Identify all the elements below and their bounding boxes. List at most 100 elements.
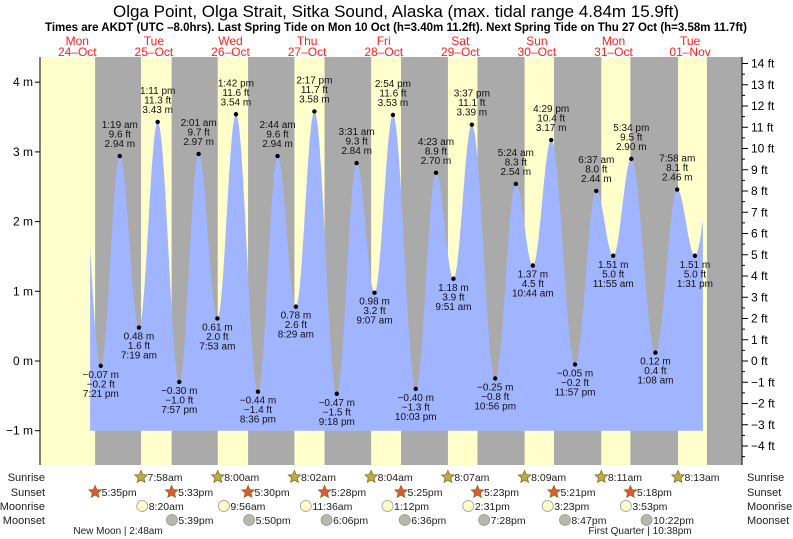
- extreme-point: [513, 181, 519, 187]
- right-tick-label: 2 ft: [751, 312, 768, 326]
- moonrise-icon: [462, 500, 475, 512]
- sunrise-time: 7:58am: [148, 472, 183, 484]
- high-tide-label: 3.39 m: [457, 108, 488, 119]
- sunset-time: 5:18pm: [637, 487, 672, 499]
- sunrise-time: 8:02am: [301, 472, 336, 484]
- high-tide-label: 3.53 m: [378, 98, 409, 109]
- sunset-icon: [240, 484, 256, 499]
- moonset-icon: [398, 514, 411, 526]
- right-tick-label: −4 ft: [751, 439, 775, 453]
- high-tide-label: 2:01 am: [181, 118, 217, 129]
- sunrise-icon: [440, 469, 456, 484]
- moonset-icon: [243, 514, 256, 526]
- sunrise-icon: [517, 469, 532, 484]
- moonrise-icon: [136, 500, 149, 512]
- extreme-labels: −0.07 m−0.2 ft7:21 pm1:19 am9.6 ft2.94 m…: [83, 75, 713, 427]
- high-tide-label: 2:54 pm: [375, 79, 411, 90]
- moonrise-time: 2:31pm: [475, 501, 510, 513]
- high-tide-label: 2.84 m: [341, 146, 372, 157]
- high-tide-label: 9.6 ft: [266, 130, 288, 141]
- sunset-icon: [470, 484, 485, 499]
- moonrise-time: 3:23pm: [554, 501, 589, 513]
- low-tide-label: 10:56 pm: [474, 401, 516, 412]
- extreme-point: [293, 304, 299, 309]
- right-tick-label: 10 ft: [751, 142, 775, 156]
- high-tide-label: 4:29 pm: [533, 104, 569, 115]
- moonrise-icon: [619, 500, 632, 512]
- moonset-time: 5:50pm: [256, 515, 291, 527]
- high-tide-label: 11.7 ft: [301, 85, 328, 96]
- moonset-row-label-right: Moonset: [747, 515, 789, 527]
- high-tide-label: 11.3 ft: [144, 95, 171, 106]
- high-tide-label: 9.3 ft: [345, 137, 367, 148]
- high-tide-label: 2.54 m: [501, 167, 532, 178]
- high-tide-label: 1:19 am: [102, 120, 138, 131]
- low-tide-label: 1.6 ft: [128, 341, 150, 352]
- low-tide-label: −0.40 m: [398, 393, 434, 404]
- low-tide-label: 0.98 m: [359, 297, 390, 308]
- low-tide-label: −0.8 ft: [481, 392, 509, 403]
- sunset-icon: [393, 484, 409, 499]
- sunset-icon: [87, 484, 103, 499]
- low-tide-label: −0.30 m: [161, 386, 197, 397]
- extreme-point: [611, 253, 616, 258]
- extreme-point: [451, 276, 456, 281]
- extreme-point: [215, 316, 220, 321]
- first-quarter-label: First Quarter | 10:38pm: [588, 526, 691, 537]
- high-tide-label: 2:17 pm: [296, 75, 332, 86]
- sunset-time: 5:33pm: [178, 487, 213, 499]
- sunset-icon: [317, 484, 332, 499]
- sunrise-icon: [133, 469, 149, 484]
- right-tick-label: 14 ft: [751, 57, 775, 71]
- low-tide-label: −0.2 ft: [87, 379, 115, 390]
- low-tide-label: 2.0 ft: [206, 332, 228, 343]
- moonset-icon: [559, 514, 571, 526]
- moonset-icon: [320, 514, 333, 526]
- low-tide-label: 10:44 am: [512, 289, 554, 300]
- low-tide-label: −1.0 ft: [165, 395, 193, 406]
- high-tide-label: 9.6 ft: [109, 130, 131, 141]
- low-tide-label: 0.78 m: [281, 311, 312, 322]
- low-tide-label: 2.6 ft: [285, 320, 307, 331]
- low-tide-label: 1:08 am: [637, 376, 673, 387]
- day-date-label: 01–Nov: [669, 45, 710, 59]
- moonrise-icon: [381, 500, 394, 512]
- extreme-point: [334, 391, 339, 396]
- chart-subtitle: Times are AKDT (UTC –8.0hrs). Last Sprin…: [45, 22, 747, 34]
- extreme-point: [675, 187, 680, 192]
- right-tick-label: 1 ft: [751, 333, 768, 347]
- right-tick-label: 12 ft: [751, 99, 775, 113]
- extreme-point: [255, 389, 261, 394]
- moonset-time: 6:36pm: [411, 515, 446, 527]
- sunrise-time: 8:11am: [608, 472, 642, 484]
- extreme-point: [549, 137, 554, 143]
- high-tide-label: 2.44 m: [581, 174, 612, 185]
- low-tide-label: 11:55 am: [593, 279, 634, 290]
- high-tide-label: 2.90 m: [616, 142, 647, 153]
- sunrise-icon: [670, 469, 686, 484]
- low-tide-label: 0.12 m: [640, 357, 671, 368]
- sunset-time: 5:35pm: [102, 487, 137, 499]
- low-tide-label: 8:29 am: [278, 330, 314, 341]
- extreme-point: [196, 151, 201, 157]
- high-tide-label: 4:23 am: [418, 137, 454, 148]
- moonset-icon: [478, 514, 491, 526]
- high-tide-label: 8.1 ft: [666, 163, 688, 174]
- right-tick-label: −3 ft: [751, 418, 775, 432]
- extreme-point: [530, 263, 536, 268]
- sunrise-time: 8:07am: [454, 472, 489, 484]
- tide-level-area: [90, 111, 703, 431]
- extreme-point: [692, 253, 698, 258]
- sunset-row-label: Sunset: [11, 487, 45, 499]
- left-tick-label: 4 m: [13, 75, 33, 89]
- right-tick-label: 9 ft: [751, 163, 768, 177]
- sunrise-time: 8:13am: [685, 472, 720, 484]
- day-name-label: Mon: [66, 34, 89, 48]
- high-tide-label: 3:31 am: [339, 127, 375, 138]
- low-tide-label: −0.25 m: [477, 382, 513, 393]
- day-name-label: Wed: [218, 34, 242, 48]
- moonrise-row-label-right: Moonrise: [747, 501, 792, 513]
- sunset-time: 5:28pm: [331, 487, 366, 499]
- low-tide-label: 1.18 m: [438, 283, 469, 294]
